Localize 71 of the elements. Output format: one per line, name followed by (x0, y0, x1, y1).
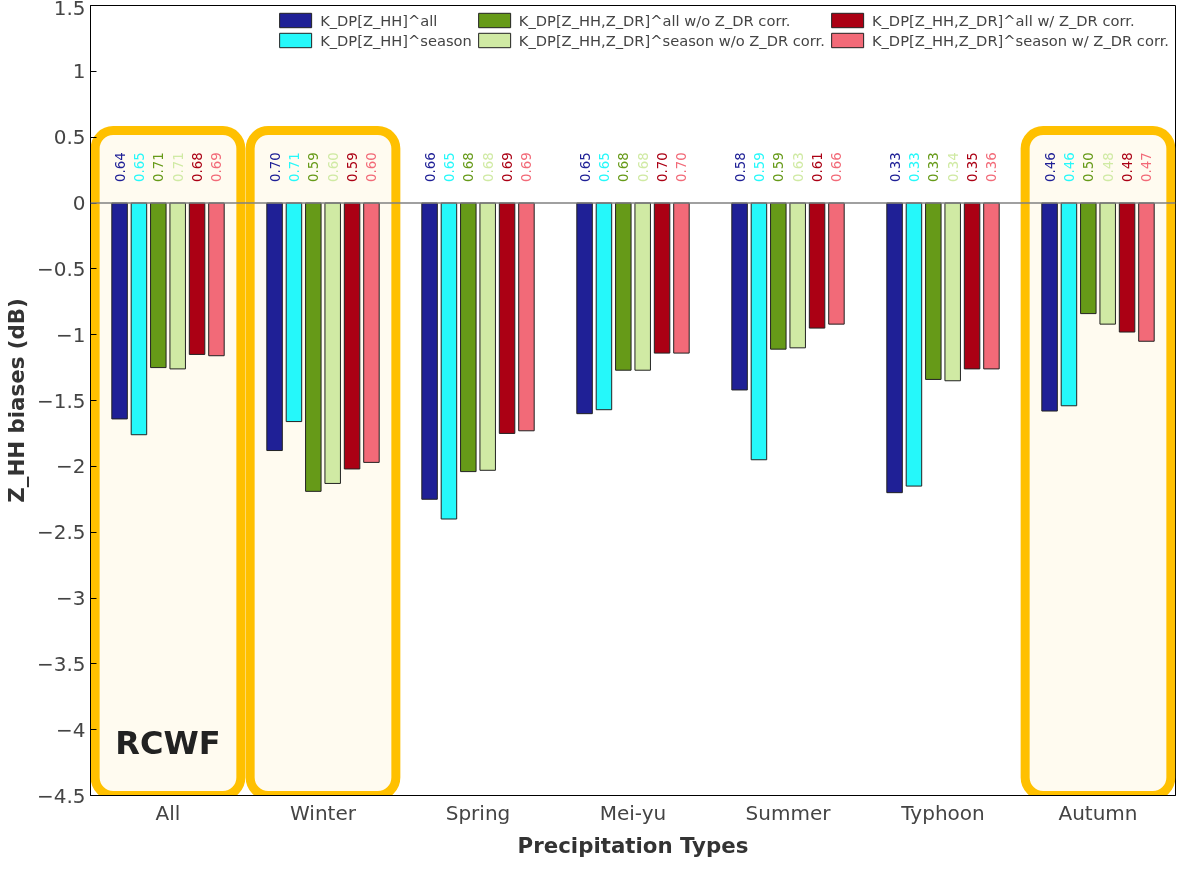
annotation: 0.33 (926, 152, 942, 182)
annotation: 0.65 (596, 152, 612, 182)
annotation: 0.70 (655, 152, 671, 182)
y-tick-label: −1.5 (36, 388, 86, 413)
annotation: 0.71 (170, 152, 186, 182)
annotation: 0.59 (771, 152, 787, 182)
y-axis-title: Z_HH biases (dB) (3, 298, 29, 503)
annotation: 0.71 (151, 152, 167, 182)
annotation: 0.33 (906, 152, 922, 182)
annotation: 0.59 (306, 152, 322, 182)
annotation: 0.66 (829, 152, 845, 182)
annotation: 0.68 (616, 152, 632, 182)
legend-label: K_DP[Z_HH,Z_DR]^all w/o Z_DR corr. (518, 11, 791, 29)
annotation: 0.48 (1100, 152, 1116, 182)
x-axis-title: Precipitation Types (517, 832, 749, 858)
annotation: 0.65 (131, 152, 147, 182)
annotation: 0.68 (190, 152, 206, 182)
annotation: 0.68 (461, 152, 477, 182)
legend-label: K_DP[Z_HH,Z_DR]^season w/o Z_DR corr. (518, 31, 825, 49)
annotation: 0.68 (635, 152, 651, 182)
annotation: 0.60 (364, 152, 380, 182)
y-tick-label: −3.5 (36, 651, 86, 676)
annotation: 0.69 (500, 152, 516, 182)
annotation: 0.60 (325, 152, 341, 182)
annotation: 0.35 (965, 152, 981, 182)
annotation: 0.33 (887, 152, 903, 182)
y-tick-label: −3 (56, 586, 86, 610)
annotation: 0.69 (519, 152, 535, 182)
annotation: 0.46 (1061, 152, 1077, 182)
annotation: 0.58 (732, 152, 748, 182)
annotation: 0.48 (1120, 152, 1136, 182)
annotation: 0.65 (441, 152, 457, 182)
y-tick-label: −1 (56, 322, 86, 347)
annotation: 0.71 (286, 152, 302, 182)
annotation: 0.34 (945, 152, 961, 182)
x-tick-label: Typhoon (900, 800, 985, 825)
annotation: 0.59 (345, 152, 361, 182)
x-tick-label: Winter (290, 800, 357, 825)
y-tick-label: 0 (72, 191, 86, 215)
annotation: RCWF (115, 723, 221, 762)
annotation: 0.50 (1081, 152, 1097, 182)
y-tick-label: −4 (56, 717, 86, 742)
annotation: 0.69 (209, 152, 225, 182)
annotation: 0.64 (112, 152, 128, 182)
legend-label: K_DP[Z_HH,Z_DR]^all w/ Z_DR corr. (871, 11, 1135, 29)
y-tick-label: −4.5 (36, 783, 86, 808)
annotation: 0.66 (422, 152, 438, 182)
annotation: 0.70 (267, 152, 283, 182)
annotation: 0.47 (1139, 152, 1155, 182)
legend-label: K_DP[Z_HH]^season (320, 31, 472, 49)
annotation: 0.70 (674, 152, 690, 182)
annotation: 0.68 (480, 152, 496, 182)
x-tick-label: All (155, 800, 181, 825)
legend-label: K_DP[Z_HH]^all (320, 11, 438, 29)
y-tick-label: 1.5 (53, 0, 86, 20)
y-tick-label: 0.5 (53, 125, 86, 150)
annotation: 0.63 (790, 152, 806, 182)
y-tick-label: −0.5 (36, 256, 86, 281)
y-tick-label: −2 (56, 454, 86, 479)
annotation: 0.59 (751, 152, 767, 182)
annotation: 0.46 (1042, 152, 1058, 182)
legend-label: K_DP[Z_HH,Z_DR]^season w/ Z_DR corr. (871, 31, 1169, 49)
x-tick-label: Autumn (1058, 800, 1138, 825)
y-tick-label: −2.5 (36, 520, 86, 545)
x-tick-label: Spring (445, 800, 511, 825)
annotation: 0.61 (810, 152, 826, 182)
x-tick-label: Summer (745, 800, 832, 825)
y-tick-label: 1 (72, 59, 86, 84)
annotation: 0.65 (577, 152, 593, 182)
x-tick-label: Mei-yu (599, 800, 667, 825)
annotation: 0.36 (984, 152, 1000, 182)
